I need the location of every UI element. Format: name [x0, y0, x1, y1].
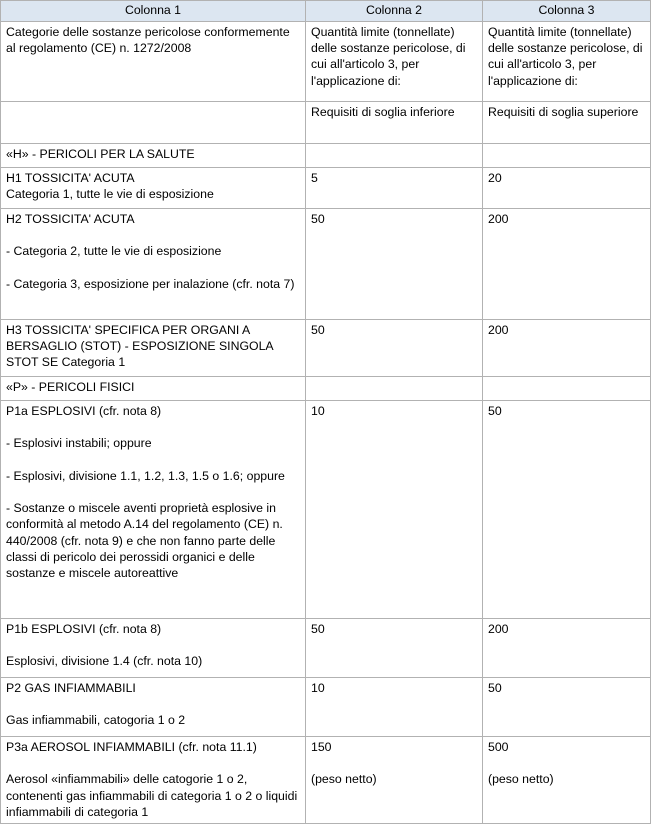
hazard-h2-lower-value: 50 [305, 208, 483, 320]
hazard-category-h1: H1 TOSSICITA' ACUTA Categoria 1, tutte l… [0, 167, 306, 209]
hazard-category-h2: H2 TOSSICITA' ACUTA - Categoria 2, tutte… [0, 208, 306, 320]
hazard-p1b-lower-value: 50 [305, 618, 483, 678]
section-title-health-hazards: «H» - PERICOLI PER LA SALUTE [0, 143, 306, 168]
hazard-category-p1a: P1a ESPLOSIVI (cfr. nota 8) - Esplosivi … [0, 400, 306, 619]
hazard-p3a-upper-value: 500 (peso netto) [482, 736, 651, 824]
lower-threshold-label: Requisiti di soglia inferiore [305, 101, 483, 144]
hazard-category-p2: P2 GAS INFIAMMABILI Gas infiammabili, ca… [0, 677, 306, 737]
hazard-p2-lower-value: 10 [305, 677, 483, 737]
table-body: Categorie delle sostanze pericolose conf… [0, 21, 651, 824]
table-row-section-physical: «P» - PERICOLI FISICI [0, 376, 651, 401]
table-row: H1 TOSSICITA' ACUTA Categoria 1, tutte l… [0, 167, 651, 209]
table-row: H3 TOSSICITA' SPECIFICA PER ORGANI A BER… [0, 319, 651, 377]
hazard-h1-upper-value: 20 [482, 167, 651, 209]
section-title-physical-hazards: «P» - PERICOLI FISICI [0, 376, 306, 401]
row-category-empty [0, 101, 306, 144]
table-row: P2 GAS INFIAMMABILI Gas infiammabili, ca… [0, 677, 651, 737]
row-category-description: Categorie delle sostanze pericolose conf… [0, 21, 306, 102]
table-row: H2 TOSSICITA' ACUTA - Categoria 2, tutte… [0, 208, 651, 320]
hazard-h3-lower-value: 50 [305, 319, 483, 377]
table-row: Requisiti di soglia inferiore Requisiti … [0, 101, 651, 144]
table-header-row: Colonna 1 Colonna 2 Colonna 3 [0, 0, 651, 22]
table-row: P1b ESPLOSIVI (cfr. nota 8) Esplosivi, d… [0, 618, 651, 678]
hazard-category-p3a: P3a AEROSOL INFIAMMABILI (cfr. nota 11.1… [0, 736, 306, 824]
table-row: Categorie delle sostanze pericolose conf… [0, 21, 651, 102]
hazard-h3-upper-value: 200 [482, 319, 651, 377]
hazard-p3a-lower-value: 150 (peso netto) [305, 736, 483, 824]
row-upper-tier-description: Quantità limite (tonnellate) delle sosta… [482, 21, 651, 102]
row-lower-tier-description: Quantità limite (tonnellate) delle sosta… [305, 21, 483, 102]
table-row: P1a ESPLOSIVI (cfr. nota 8) - Esplosivi … [0, 400, 651, 619]
column-header-1: Colonna 1 [0, 0, 306, 22]
section-cell-empty-2 [305, 143, 483, 168]
hazard-category-p1b: P1b ESPLOSIVI (cfr. nota 8) Esplosivi, d… [0, 618, 306, 678]
column-header-2: Colonna 2 [305, 0, 483, 22]
column-header-3: Colonna 3 [482, 0, 651, 22]
table-row-section-health: «H» - PERICOLI PER LA SALUTE [0, 143, 651, 168]
table-row: P3a AEROSOL INFIAMMABILI (cfr. nota 11.1… [0, 736, 651, 824]
hazard-p1a-lower-value: 10 [305, 400, 483, 619]
table-header: Colonna 1 Colonna 2 Colonna 3 [0, 0, 651, 22]
section-cell-empty-2b [305, 376, 483, 401]
hazard-h1-lower-value: 5 [305, 167, 483, 209]
section-cell-empty-3b [482, 376, 651, 401]
hazard-h2-upper-value: 200 [482, 208, 651, 320]
hazard-p1a-upper-value: 50 [482, 400, 651, 619]
section-cell-empty-3 [482, 143, 651, 168]
hazard-category-h3: H3 TOSSICITA' SPECIFICA PER ORGANI A BER… [0, 319, 306, 377]
hazard-p2-upper-value: 50 [482, 677, 651, 737]
hazard-p1b-upper-value: 200 [482, 618, 651, 678]
upper-threshold-label: Requisiti di soglia superiore [482, 101, 651, 144]
